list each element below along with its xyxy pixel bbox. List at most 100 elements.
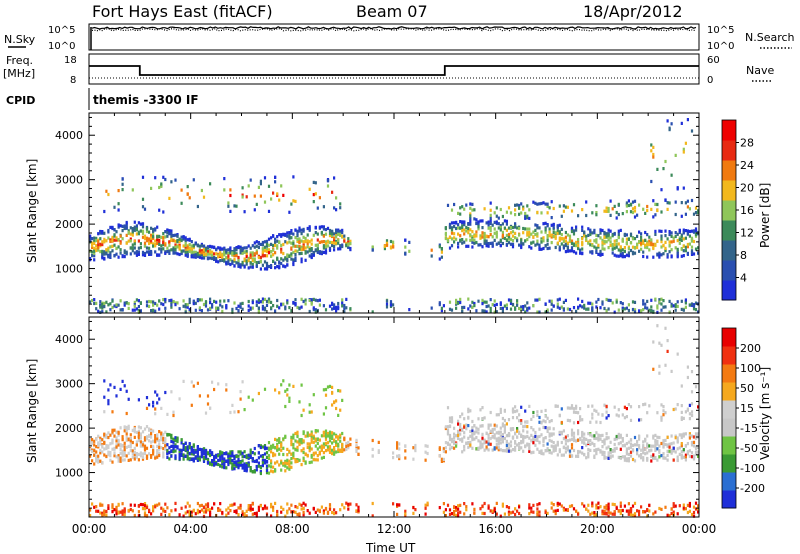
echo-cell — [654, 440, 657, 444]
echo-cell — [440, 459, 443, 463]
echo-cell — [131, 509, 134, 513]
echo-cell — [652, 152, 655, 157]
echo-cell — [526, 237, 529, 242]
echo-cell — [99, 300, 102, 304]
echo-cell — [570, 406, 574, 410]
echo-cell — [530, 451, 533, 455]
echo-cell — [243, 462, 246, 466]
echo-cell — [467, 445, 470, 449]
echo-cell — [646, 208, 649, 213]
echo-cell — [249, 246, 252, 250]
noise-panel-frame — [88, 23, 700, 51]
echo-cell — [524, 239, 527, 243]
echo-cell — [607, 206, 610, 211]
echo-cell — [652, 242, 655, 246]
echo-cell — [339, 232, 342, 236]
echo-cell — [180, 251, 183, 256]
echo-cell — [343, 438, 346, 442]
echo-cell — [237, 454, 240, 458]
echo-cell — [211, 245, 214, 249]
echo-cell — [131, 452, 134, 456]
echo-cell — [306, 245, 309, 249]
echo-cell — [115, 236, 118, 240]
echo-cell — [133, 242, 136, 246]
echo-cell — [605, 234, 608, 238]
echo-cell — [526, 425, 529, 429]
echo-cell — [326, 385, 330, 389]
echo-cell — [528, 227, 531, 231]
echo-cell — [125, 435, 128, 440]
echo-cell — [495, 235, 498, 239]
echo-cell — [603, 209, 606, 213]
echo-cell — [302, 456, 305, 460]
echo-cell — [280, 303, 283, 307]
echo-cell — [115, 512, 118, 516]
echo-cell — [331, 434, 334, 438]
echo-cell — [625, 201, 628, 205]
echo-cell — [192, 459, 195, 463]
echo-cell — [174, 248, 177, 252]
echo-cell — [609, 229, 612, 233]
echo-cell — [261, 464, 264, 468]
echo-cell — [255, 465, 258, 469]
echo-cell — [162, 232, 165, 236]
echo-cell — [532, 414, 535, 419]
echo-cell — [538, 243, 541, 247]
echo-cell — [426, 501, 429, 505]
echo-cell — [481, 302, 484, 306]
echo-cell — [322, 434, 325, 438]
echo-cell — [328, 248, 332, 252]
echo-cell — [170, 509, 173, 513]
echo-cell — [125, 454, 128, 458]
echo-cell — [125, 432, 128, 436]
echo-cell — [198, 244, 201, 248]
echo-cell — [605, 309, 608, 313]
echo-cell — [145, 239, 149, 243]
colorbar-tick-label: 28 — [740, 137, 754, 150]
echo-cell — [178, 451, 181, 455]
echo-cell — [324, 429, 328, 433]
echo-cell — [575, 404, 578, 408]
echo-cell — [296, 244, 299, 248]
echo-cell — [247, 184, 250, 188]
echo-cell — [265, 451, 269, 455]
echo-cell — [202, 244, 206, 248]
echo-cell — [324, 240, 328, 244]
echo-cell — [211, 256, 214, 261]
echo-cell — [518, 233, 521, 237]
echo-cell — [121, 177, 124, 181]
echo-cell — [514, 306, 517, 310]
echo-cell — [145, 229, 149, 234]
echo-cell — [312, 253, 315, 257]
echo-cell — [493, 238, 496, 242]
echo-cell — [247, 504, 250, 508]
echo-cell — [345, 441, 348, 445]
echo-cell — [310, 430, 313, 434]
echo-cell — [489, 509, 492, 513]
echo-cell — [505, 443, 508, 447]
echo-cell — [335, 228, 338, 232]
echo-cell — [593, 443, 596, 447]
echo-cell — [532, 510, 535, 514]
echo-cell — [194, 254, 197, 258]
echo-cell — [664, 456, 667, 460]
echo-cell — [383, 244, 386, 248]
echo-cell — [642, 250, 645, 254]
echo-cell — [483, 207, 486, 211]
echo-cell — [595, 420, 598, 424]
echo-cell — [97, 246, 100, 250]
echo-cell — [152, 235, 155, 239]
echo-cell — [690, 198, 694, 203]
echo-cell — [646, 204, 649, 209]
echo-cell — [546, 211, 549, 215]
echo-cell — [652, 444, 655, 448]
echo-cell — [489, 309, 492, 313]
echo-cell — [217, 260, 220, 264]
echo-cell — [333, 448, 336, 452]
echo-cell — [270, 445, 273, 449]
echo-cell — [389, 245, 393, 249]
echo-cell — [206, 252, 210, 256]
echo-cell — [310, 460, 313, 464]
echo-cell — [131, 455, 134, 460]
echo-cell — [158, 453, 161, 458]
